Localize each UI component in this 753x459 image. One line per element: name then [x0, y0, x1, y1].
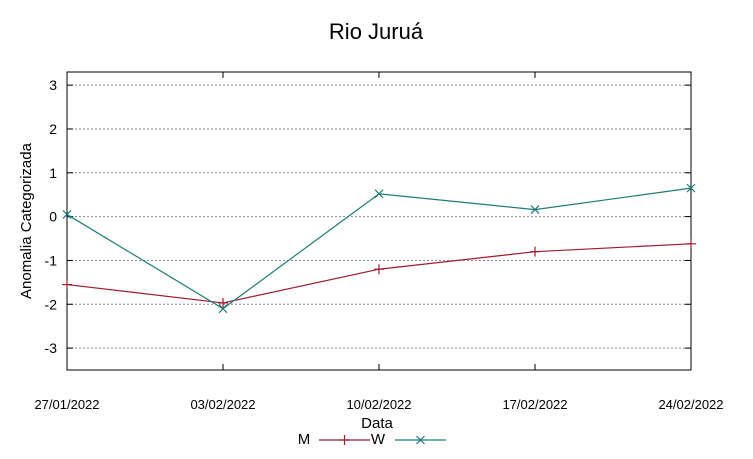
legend-label-w: W — [371, 431, 386, 448]
data-point-x — [218, 304, 228, 314]
data-point-plus — [339, 435, 350, 445]
data-point-plus — [374, 264, 384, 275]
x-axis-label: Data — [361, 415, 393, 432]
y-tick-label: 3 — [49, 77, 57, 93]
y-tick-label: 0 — [49, 209, 57, 225]
data-point-x — [62, 210, 72, 219]
data-point-plus — [530, 246, 540, 257]
x-tick-label: 24/02/2022 — [658, 397, 723, 412]
data-point-x — [416, 435, 425, 445]
data-point-plus — [218, 297, 228, 308]
y-tick-label: 1 — [49, 165, 57, 181]
y-tick-label: 2 — [49, 121, 57, 137]
x-tick-label: 10/02/2022 — [346, 397, 411, 412]
chart-title: Rio Juruá — [329, 19, 424, 44]
data-point-x — [374, 189, 384, 199]
data-point-x — [530, 205, 540, 215]
x-tick-label: 03/02/2022 — [190, 397, 255, 412]
y-tick-label: -2 — [45, 296, 58, 312]
y-tick-label: -1 — [45, 252, 58, 268]
data-point-plus — [686, 238, 696, 249]
plot-frame — [66, 71, 692, 371]
series-lines — [62, 183, 696, 314]
y-tick-label: -3 — [45, 340, 58, 356]
data-point-plus — [62, 279, 72, 290]
x-tick-label: 17/02/2022 — [502, 397, 567, 412]
grid-lines — [67, 84, 691, 349]
x-tick-label: 27/01/2022 — [34, 397, 99, 412]
y-axis-label: Anomalia Categorizada — [18, 142, 35, 299]
y-axis-ticks: 3 2 1 0 -1 -2 -3 — [45, 77, 691, 356]
x-axis-ticks: 27/01/2022 03/02/2022 10/02/2022 17/02/2022… — [34, 72, 724, 412]
data-point-x — [686, 183, 696, 193]
legend-label-m: M — [298, 431, 311, 448]
